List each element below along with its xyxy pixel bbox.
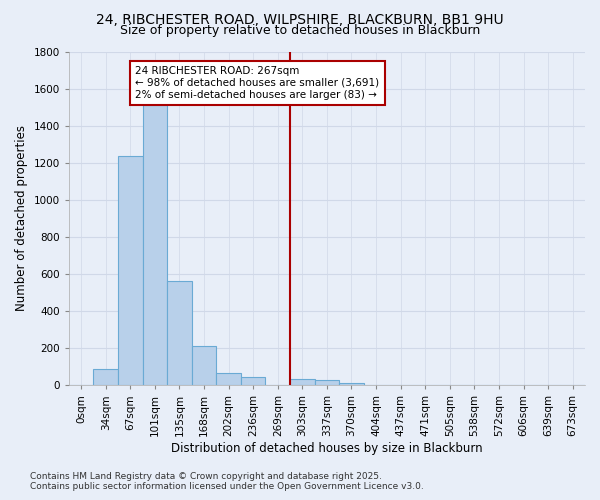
Bar bbox=[314, 380, 339, 386]
Text: 24 RIBCHESTER ROAD: 267sqm
← 98% of detached houses are smaller (3,691)
2% of se: 24 RIBCHESTER ROAD: 267sqm ← 98% of deta… bbox=[135, 66, 379, 100]
Bar bbox=[118, 156, 143, 386]
Text: Size of property relative to detached houses in Blackburn: Size of property relative to detached ho… bbox=[120, 24, 480, 37]
Bar bbox=[241, 377, 265, 386]
Bar bbox=[339, 384, 364, 386]
Bar bbox=[167, 282, 192, 386]
Text: 24, RIBCHESTER ROAD, WILPSHIRE, BLACKBURN, BB1 9HU: 24, RIBCHESTER ROAD, WILPSHIRE, BLACKBUR… bbox=[96, 12, 504, 26]
Y-axis label: Number of detached properties: Number of detached properties bbox=[15, 126, 28, 312]
Bar bbox=[94, 368, 118, 386]
Bar bbox=[217, 373, 241, 386]
Text: Contains HM Land Registry data © Crown copyright and database right 2025.
Contai: Contains HM Land Registry data © Crown c… bbox=[30, 472, 424, 491]
Bar bbox=[290, 379, 314, 386]
Bar bbox=[192, 346, 217, 386]
X-axis label: Distribution of detached houses by size in Blackburn: Distribution of detached houses by size … bbox=[171, 442, 483, 455]
Bar bbox=[143, 106, 167, 386]
